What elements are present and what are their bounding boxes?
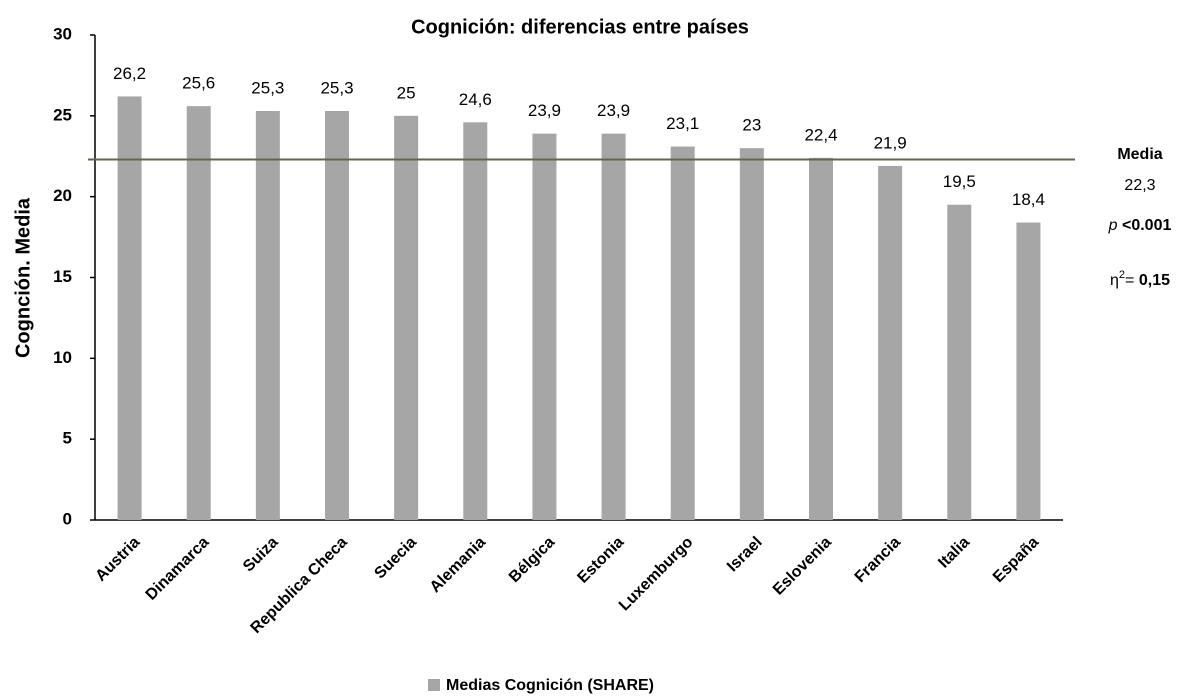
value-label: 21,9 [874,133,907,152]
legend-label: Medias Cognición (SHARE) [446,677,654,694]
legend-swatch [428,679,440,691]
y-axis-title: Cognción. Media [12,197,34,358]
bar [1016,222,1041,521]
value-label: 23,9 [597,101,630,120]
bar [670,146,695,521]
x-tick-label: Estonia [574,534,627,587]
bar [186,106,211,520]
x-tick-label: Bélgica [506,534,558,586]
chart-title: Cognición: diferencias entre países [411,16,749,38]
y-tick-label: 0 [63,509,72,528]
y-tick-label: 20 [53,186,72,205]
bar [255,110,280,520]
p-note: p <0.001 [1108,217,1172,234]
bar [394,115,419,520]
value-label: 26,2 [113,64,146,83]
value-label: 23 [742,116,761,135]
bar [809,157,833,520]
value-label: 23,9 [528,101,561,120]
value-label: 18,4 [1012,190,1045,209]
value-label: 19,5 [943,172,976,191]
p-symbol: p [1108,217,1118,234]
y-tick-label: 5 [63,429,72,448]
x-tick-label: Israel [724,534,766,576]
value-label: 22,4 [804,125,837,144]
bar [739,148,764,520]
x-tick-label: Dinamarca [143,534,213,604]
y-tick-label: 10 [53,348,72,367]
value-label: 25,3 [251,78,284,97]
x-tick-label: Suecia [371,534,420,583]
y-tick-label: 25 [53,105,72,124]
mean-label: Media [1117,146,1162,163]
bar [878,165,903,520]
x-tick-label: Alemania [427,534,489,596]
eta-symbol: η [1110,272,1119,289]
eta-sup: 2 [1119,269,1125,281]
mean-value: 22,3 [1124,177,1155,194]
value-label: 25 [397,83,416,102]
value-label: 24,6 [459,90,492,109]
p-text: <0.001 [1122,217,1171,234]
x-tick-label: Luxemburgo [616,534,697,615]
x-tick-label: Suiza [240,534,282,576]
x-tick-label: Austria [92,534,143,585]
value-label: 23,1 [666,114,699,133]
eta-note: η2= 0,15 [1110,269,1170,289]
x-tick-label: España [990,534,1042,586]
bar [117,96,142,520]
x-tick-label: Eslovenia [770,534,835,599]
y-tick-label: 15 [53,267,72,286]
value-label: 25,3 [320,78,353,97]
bar [947,204,972,520]
eta-eq: = [1125,272,1139,289]
x-tick-label: Francia [852,534,904,586]
bar [325,110,349,520]
bar [463,122,488,521]
x-tick-label: Italia [935,534,973,572]
value-label: 25,6 [182,74,215,93]
bar [601,133,626,520]
y-tick-label: 30 [53,24,72,43]
bar [532,133,557,520]
eta-value: 0,15 [1139,272,1170,289]
